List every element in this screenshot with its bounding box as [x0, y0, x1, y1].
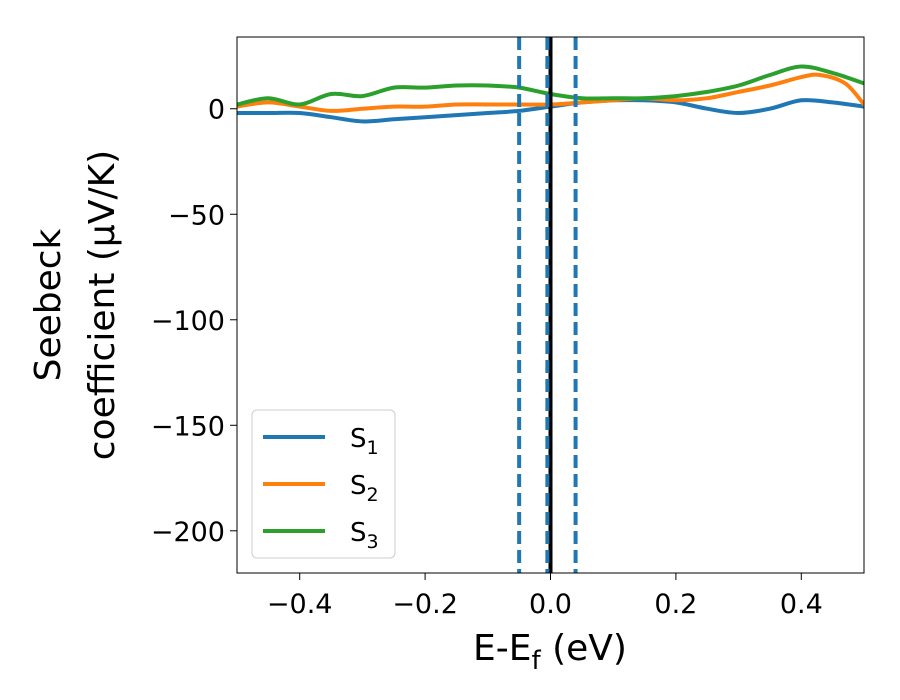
x-tick-label: 0.2 [654, 589, 697, 620]
y-axis-title-line1: Seebeck [28, 228, 69, 381]
legend-label-s1: S1 [350, 424, 379, 459]
y-axis-title: Seebeck coefficient (μV/K) [28, 150, 123, 460]
x-axis: −0.4 −0.2 0.0 0.2 0.4 [267, 573, 823, 620]
x-tick-label: −0.4 [267, 589, 333, 620]
x-tick-label: −0.2 [392, 589, 458, 620]
y-tick-label: −150 [151, 411, 225, 442]
legend-label-s3: S3 [350, 518, 379, 553]
series-line-s2 [237, 72, 864, 113]
x-tick-label: 0.4 [780, 589, 823, 620]
x-tick-label: 0.0 [529, 589, 572, 620]
y-axis-title-line2: coefficient (μV/K) [82, 150, 123, 460]
reference-lines [517, 37, 578, 573]
y-tick-label: −100 [151, 306, 225, 337]
y-tick-label: 0 [208, 95, 225, 126]
legend: S1 S2 S3 [251, 409, 396, 559]
y-axis: 0 −50 −100 −150 −200 [151, 95, 237, 548]
y-tick-label: −50 [168, 200, 225, 231]
x-axis-title: E-Ef (eV) [473, 628, 627, 676]
legend-label-s2: S2 [350, 471, 379, 506]
y-tick-label: −200 [151, 517, 225, 548]
